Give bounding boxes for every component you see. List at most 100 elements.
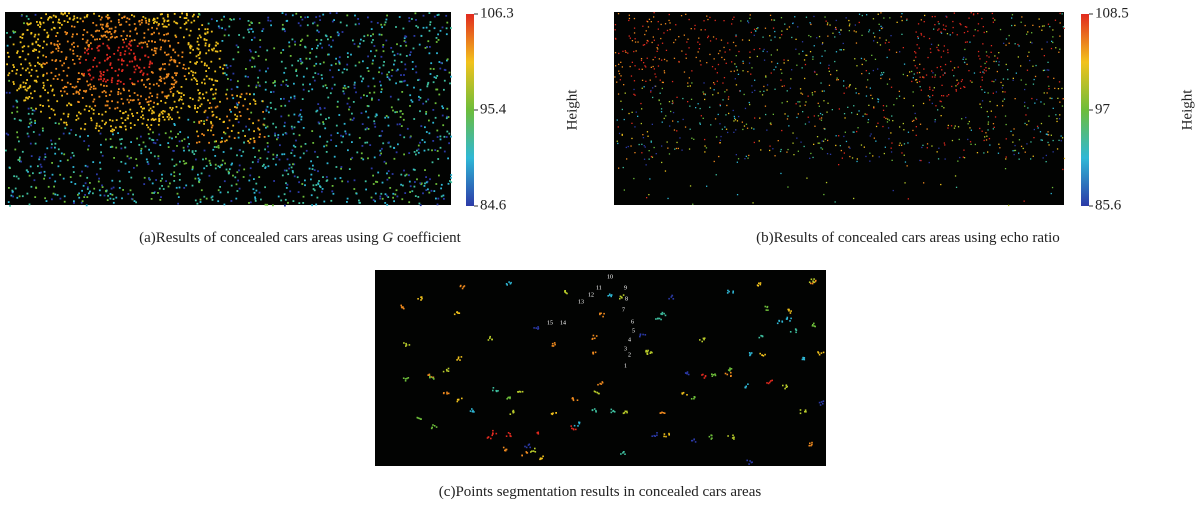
point xyxy=(347,52,349,54)
point xyxy=(728,99,729,100)
point xyxy=(137,99,139,101)
point xyxy=(826,112,827,113)
point xyxy=(30,65,32,67)
point xyxy=(812,56,813,57)
point xyxy=(915,79,916,80)
point xyxy=(1027,70,1028,71)
point xyxy=(34,120,36,122)
point xyxy=(131,198,133,200)
point xyxy=(700,124,701,125)
point xyxy=(195,178,197,180)
point xyxy=(673,42,674,43)
point xyxy=(53,109,55,111)
point xyxy=(856,161,857,162)
point xyxy=(446,27,448,29)
point xyxy=(1021,16,1022,17)
point xyxy=(440,136,442,138)
point xyxy=(111,67,113,69)
point xyxy=(441,62,443,64)
point xyxy=(133,167,135,169)
point xyxy=(418,149,420,151)
point xyxy=(353,117,355,119)
point xyxy=(287,184,289,186)
point xyxy=(35,14,37,16)
point xyxy=(402,113,404,115)
point xyxy=(179,131,181,133)
point xyxy=(943,29,944,30)
point xyxy=(938,21,939,22)
point xyxy=(123,30,125,32)
point xyxy=(136,65,138,67)
point xyxy=(129,53,131,55)
point xyxy=(27,171,29,173)
point xyxy=(408,17,410,19)
point xyxy=(160,14,162,16)
point xyxy=(104,123,106,125)
point xyxy=(135,158,137,160)
point xyxy=(10,36,12,38)
point xyxy=(405,45,407,47)
point xyxy=(714,373,716,375)
point xyxy=(682,98,683,99)
point xyxy=(310,160,312,162)
point xyxy=(639,69,640,70)
point xyxy=(111,36,113,38)
point xyxy=(1061,88,1062,89)
point xyxy=(642,334,644,336)
point xyxy=(186,13,188,15)
point xyxy=(80,128,82,130)
point xyxy=(216,116,218,118)
point xyxy=(751,127,752,128)
point xyxy=(707,37,708,38)
point xyxy=(184,17,186,19)
point xyxy=(281,153,283,155)
point xyxy=(609,294,611,296)
point-label: 11 xyxy=(596,285,602,291)
point xyxy=(43,85,45,87)
point xyxy=(1048,134,1049,135)
point xyxy=(134,56,136,58)
point xyxy=(492,433,494,435)
point xyxy=(658,45,659,46)
point xyxy=(110,193,112,195)
point xyxy=(759,353,761,355)
point xyxy=(435,183,437,185)
point-label: 14 xyxy=(560,320,566,326)
point xyxy=(617,141,618,142)
point xyxy=(805,64,806,65)
point xyxy=(337,132,339,134)
point xyxy=(142,16,144,18)
point xyxy=(634,32,635,33)
point xyxy=(300,58,302,60)
point xyxy=(436,75,438,77)
point xyxy=(206,39,208,41)
point xyxy=(732,435,734,437)
point xyxy=(935,119,936,120)
point xyxy=(285,67,287,69)
point xyxy=(740,20,741,21)
point xyxy=(984,140,985,141)
point xyxy=(420,89,422,91)
point xyxy=(988,56,989,57)
point xyxy=(291,126,293,128)
point xyxy=(346,201,348,203)
point xyxy=(67,82,69,84)
point xyxy=(380,24,382,26)
point xyxy=(204,83,206,85)
point xyxy=(121,59,123,61)
point xyxy=(164,26,166,28)
point xyxy=(640,103,641,104)
point xyxy=(1048,24,1049,25)
point xyxy=(645,146,646,147)
point xyxy=(294,175,296,177)
point xyxy=(419,182,421,184)
point xyxy=(634,152,635,153)
point xyxy=(448,142,450,144)
point xyxy=(965,117,966,118)
point xyxy=(289,190,291,192)
point xyxy=(47,79,49,81)
point xyxy=(101,17,103,19)
point xyxy=(176,187,178,189)
point xyxy=(235,118,237,120)
point xyxy=(381,130,383,132)
